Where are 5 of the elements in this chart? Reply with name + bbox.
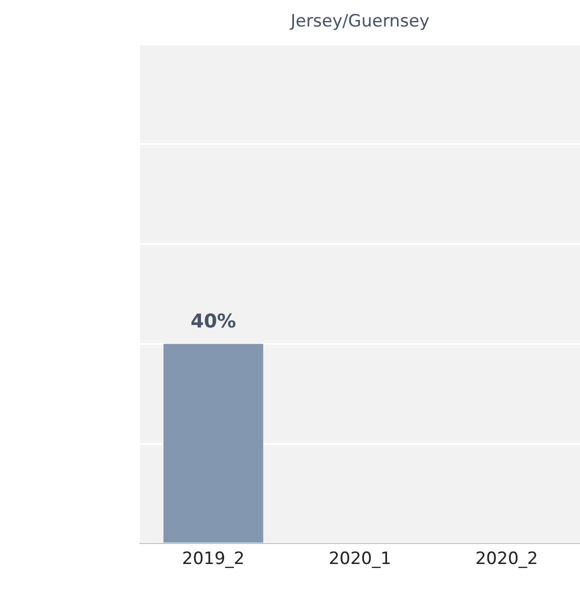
- chart-title: Jersey/Guernsey: [290, 12, 430, 32]
- x-tick-label: 2020_2: [475, 549, 538, 570]
- x-tick-label: 2020_1: [328, 549, 392, 570]
- x-tick-label: 2019_2: [182, 549, 245, 570]
- data-label: 40%: [190, 310, 236, 332]
